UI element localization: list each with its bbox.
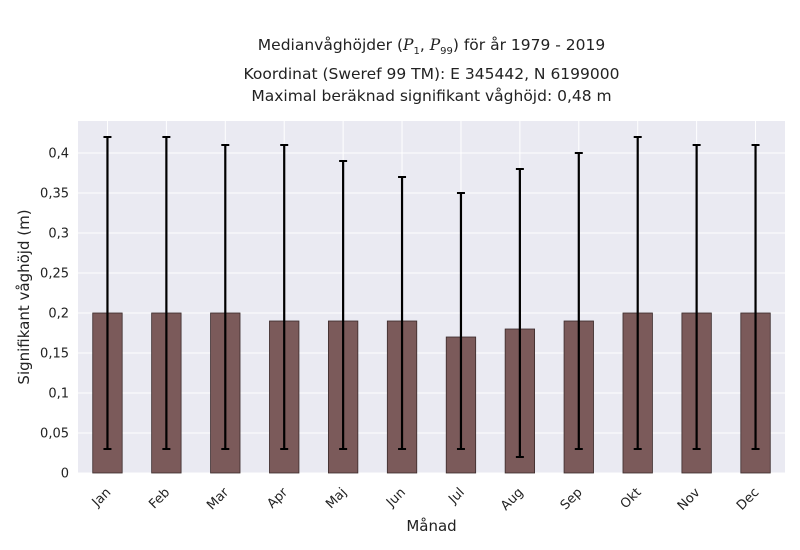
x-tick-label: Nov — [675, 485, 704, 514]
y-axis-ticks: 0 0,05 0,1 0,15 0,2 0,25 0,3 0,35 0,4 — [40, 147, 69, 482]
plot-area — [78, 121, 785, 473]
y-tick-label: 0,2 — [48, 307, 69, 322]
chart-title: Medianvåghöjder (P1, P99) för år 1979 - … — [257, 36, 606, 57]
y-tick-label: 0,25 — [40, 267, 69, 282]
x-tick-label: Apr — [265, 485, 292, 512]
chart-title-block: Medianvåghöjder (P1, P99) för år 1979 - … — [78, 34, 785, 107]
y-tick-label: 0,3 — [48, 227, 69, 242]
error-bars — [103, 136, 760, 458]
chart-subtitle-max-height: Maximal beräknad signifikant våghöjd: 0,… — [251, 87, 612, 105]
y-tick-label: 0,1 — [48, 387, 69, 402]
x-tick-label: Mar — [204, 485, 232, 513]
x-tick-label: Jun — [383, 485, 409, 511]
x-tick-label: Maj — [323, 485, 350, 512]
x-tick-label: Aug — [498, 485, 527, 514]
x-tick-label: Feb — [146, 485, 173, 512]
y-tick-label: 0,4 — [48, 147, 69, 162]
y-tick-label: 0,35 — [40, 187, 69, 202]
x-axis-label: Månad — [406, 517, 456, 535]
x-tick-label: Sep — [558, 485, 586, 513]
chart-subtitle-coordinates: Koordinat (Sweref 99 TM): E 345442, N 61… — [243, 65, 620, 83]
x-tick-label: Okt — [618, 485, 645, 512]
x-axis-ticks: Jan Feb Mar Apr Maj Jun Jul Aug Sep Okt Nov Dec — [89, 485, 763, 514]
y-tick-label: 0 — [61, 467, 69, 482]
x-tick-label: Jan — [89, 485, 114, 510]
y-tick-label: 0,05 — [40, 427, 69, 442]
x-tick-label: Jul — [445, 485, 467, 507]
y-axis-label: Signifikant våghöjd (m) — [15, 209, 33, 384]
y-tick-label: 0,15 — [40, 347, 69, 362]
x-tick-label: Dec — [734, 485, 762, 513]
